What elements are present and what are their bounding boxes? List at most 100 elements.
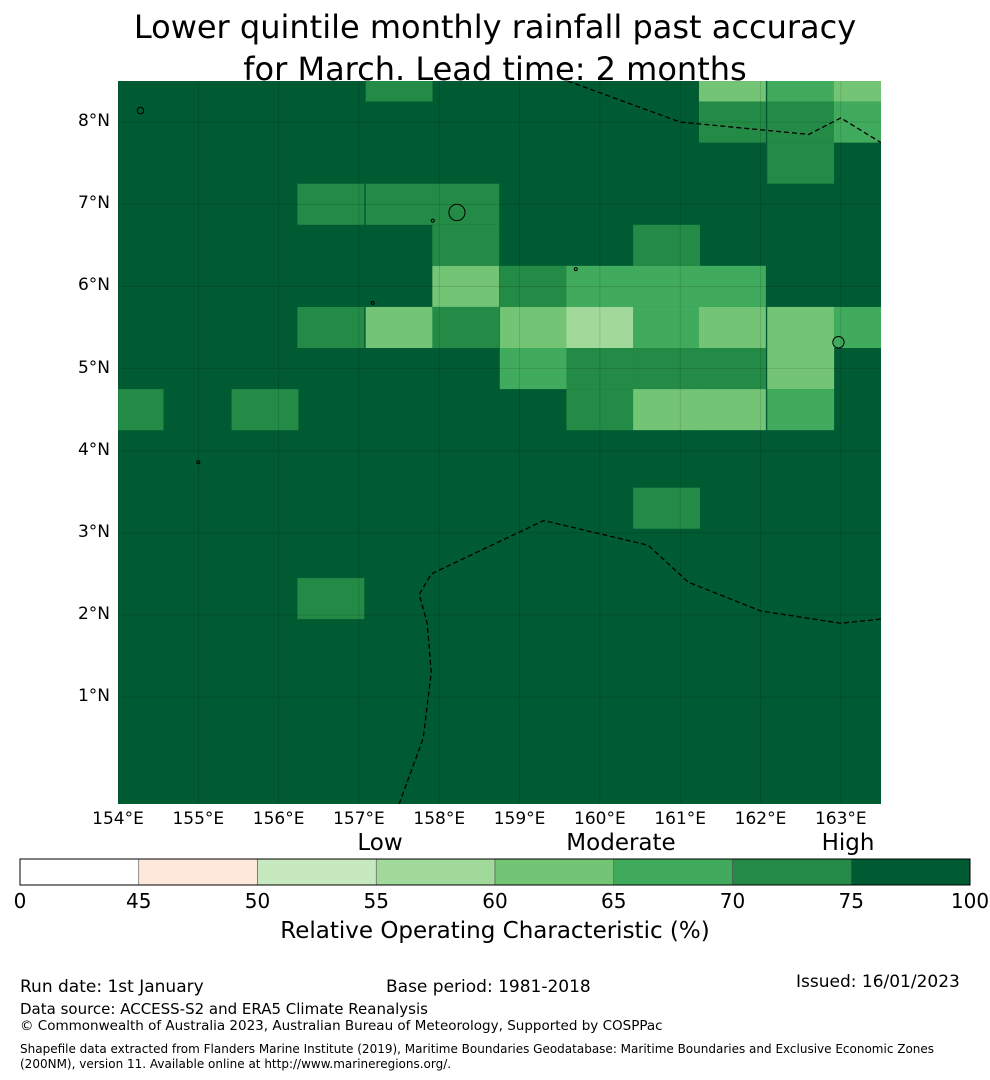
data-source: Data source: ACCESS-S2 and ERA5 Climate … <box>20 1000 428 1018</box>
map-cell <box>698 348 766 390</box>
shapefile-credit: Shapefile data extracted from Flanders M… <box>20 1042 935 1071</box>
map-cell <box>633 389 701 431</box>
colorbar-tick-label: 0 <box>13 889 27 913</box>
map-cells <box>28 81 881 804</box>
island-outline <box>196 460 201 465</box>
colorbar-outline <box>19 858 971 886</box>
map-cell <box>231 389 299 431</box>
lat-tick-label: 2°N <box>77 604 110 625</box>
colorbar-swatch <box>613 858 733 886</box>
map-cell <box>432 224 500 266</box>
map-cell <box>432 306 500 349</box>
map-cell <box>833 81 881 102</box>
map-cell <box>767 101 835 143</box>
island-outline <box>832 336 845 349</box>
lon-tick-label: 163°E <box>814 809 867 829</box>
lon-tick-label: 159°E <box>493 809 546 829</box>
colorbar-category-label: Moderate <box>566 830 676 856</box>
map-area: 8°N 7°N 6°N 5°N 4°N 3°N 2°N 1°N 154°E 155°E 156°E… <box>28 81 881 829</box>
map-cell <box>365 183 433 225</box>
map-cell <box>297 306 365 349</box>
map-background <box>118 81 881 804</box>
colorbar-swatch <box>375 858 496 886</box>
run-date: Run date: 1st January <box>20 977 204 997</box>
lon-tick-label: 154°E <box>92 809 144 829</box>
map-title: Lower quintile monthly rainfall past acc… <box>0 6 990 90</box>
map-cell <box>28 389 95 430</box>
eez-boundary <box>398 519 881 804</box>
map-cell <box>698 101 766 143</box>
map-cell <box>365 81 433 102</box>
island-outline <box>448 203 466 222</box>
colorbar-swatch <box>138 858 258 886</box>
map-cell <box>432 265 500 307</box>
colorbar-tick-label: 55 <box>363 889 389 913</box>
lat-tick-label: 4°N <box>77 439 110 460</box>
lat-tick-label: 6°N <box>77 275 110 296</box>
lat-tick-label: 8°N <box>77 111 110 132</box>
map-cell <box>499 306 567 349</box>
map-cell <box>297 183 365 225</box>
map-cell <box>566 389 634 431</box>
map-cell <box>118 389 164 431</box>
island-outline <box>430 218 435 223</box>
colorbar-tick-label: 100 <box>950 889 990 913</box>
map-cell <box>767 306 835 349</box>
colorbar-swatch <box>19 858 140 886</box>
colorbar-tick-label: 60 <box>482 889 508 913</box>
colorbar-category-label: Low <box>357 830 403 856</box>
map-cell <box>633 306 701 349</box>
map-cell <box>698 389 766 431</box>
lat-tick-label: 5°N <box>77 357 110 378</box>
map-cell <box>432 183 500 225</box>
map-cell <box>633 265 701 307</box>
colorbar-tick-label: 50 <box>244 889 271 913</box>
map-cell <box>767 142 835 184</box>
map-cell <box>698 265 766 307</box>
map-cell <box>633 487 701 529</box>
colorbar-label: Relative Operating Characteristic (%) <box>280 918 710 944</box>
colorbar-swatch <box>257 858 377 886</box>
lat-tick-label: 1°N <box>77 686 110 707</box>
colorbar-swatches <box>19 858 971 886</box>
map-cell <box>767 348 835 390</box>
lon-tick-label: 157°E <box>333 809 385 829</box>
colorbar-tick-label: 65 <box>601 889 627 913</box>
map-cell <box>633 224 701 266</box>
map-cell <box>698 306 766 349</box>
eez-boundary <box>567 81 881 144</box>
copyright: © Commonwealth of Australia 2023, Austra… <box>20 1018 663 1034</box>
map-cell <box>499 348 567 390</box>
map-cell <box>767 81 835 102</box>
map-cell <box>698 81 766 102</box>
map-cell <box>833 101 881 143</box>
map-cell <box>833 306 881 349</box>
lat-tick-label: 3°N <box>77 521 110 542</box>
lon-tick-label: 156°E <box>252 809 305 829</box>
map-cell <box>566 265 634 307</box>
issued-date: Issued: 16/01/2023 <box>796 972 960 992</box>
colorbar-swatch <box>494 858 615 886</box>
island-outline <box>573 267 578 272</box>
map-cell <box>566 348 634 390</box>
map-cell <box>767 389 835 431</box>
island-outline <box>370 300 375 305</box>
colorbar-swatch <box>732 858 852 886</box>
title-line-1: Lower quintile monthly rainfall past acc… <box>133 8 857 46</box>
map-cell <box>566 306 634 349</box>
lon-tick-label: 158°E <box>413 809 466 829</box>
colorbar-tick-label: 75 <box>838 889 864 913</box>
lon-tick-label: 161°E <box>654 809 707 829</box>
colorbar-tick-label: 70 <box>719 889 746 913</box>
colorbar-tick-label: 45 <box>126 889 152 913</box>
base-period: Base period: 1981-2018 <box>386 977 591 997</box>
colorbar-category-label: High <box>821 830 875 856</box>
colorbar-swatch <box>850 858 971 886</box>
island-outline <box>136 106 145 115</box>
lon-tick-label: 155°E <box>172 809 225 829</box>
map-canvas <box>28 81 881 804</box>
lon-tick-label: 160°E <box>574 809 626 829</box>
map-cell <box>365 306 433 349</box>
lon-tick-label: 162°E <box>734 809 787 829</box>
map-cell <box>499 265 567 307</box>
